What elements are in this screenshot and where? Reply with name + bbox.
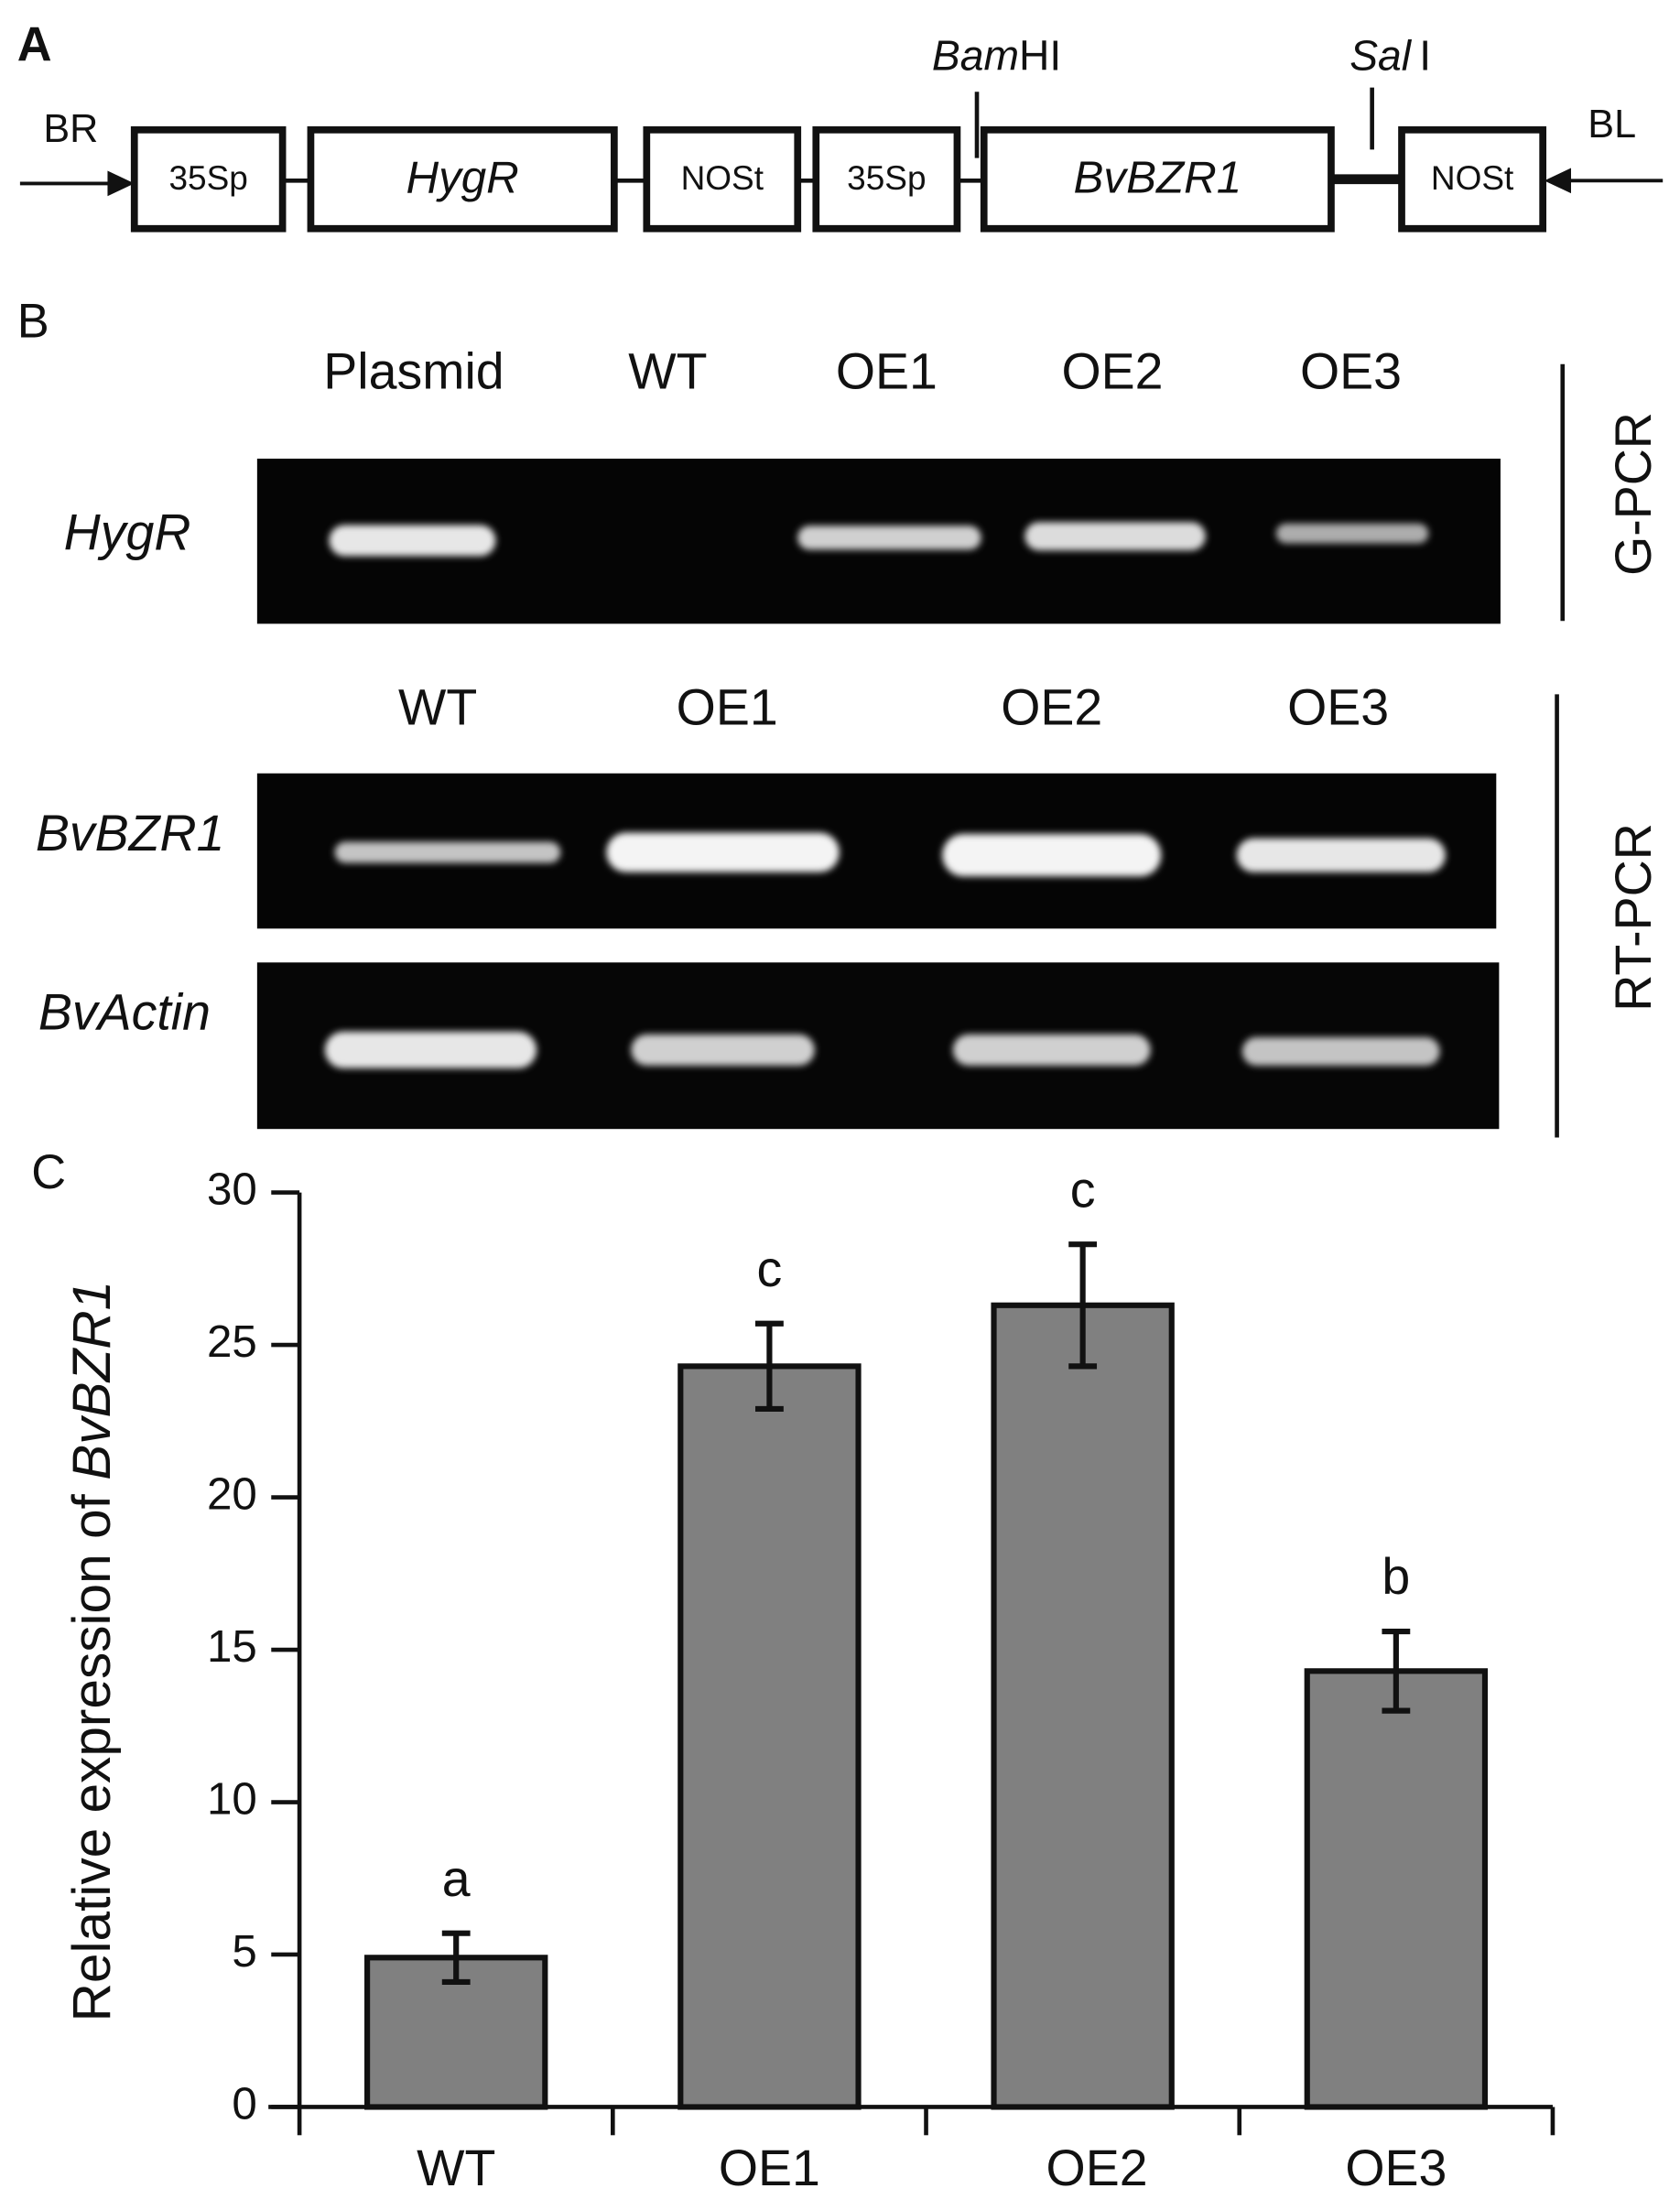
y-tick-label: 30 — [207, 1165, 257, 1215]
gel-band — [797, 525, 981, 550]
primer-label: BR — [43, 107, 98, 151]
lane-label: OE3 — [1287, 679, 1389, 736]
vector-element — [307, 125, 618, 233]
site-label: BamHI — [932, 32, 1061, 80]
bar — [1304, 1668, 1489, 2110]
site-plain: I — [1419, 32, 1431, 80]
gel-band — [324, 1031, 537, 1068]
site-italic: Sal — [1349, 32, 1413, 80]
y-tick-label: 25 — [207, 1316, 257, 1367]
x-tick-label: OE3 — [1345, 2140, 1447, 2196]
vector-element — [812, 125, 961, 233]
lane-label: Plasmid — [323, 343, 504, 400]
side-label: G-PCR — [1605, 412, 1662, 576]
bar — [991, 1302, 1175, 2110]
panel-a: A BR BL 35Sp HygR NOSt 35Sp BvBZR1 NOSt BamHI Sal I — [17, 18, 1664, 233]
lane-label: OE2 — [1001, 679, 1102, 736]
gene-label: BvActin — [38, 984, 211, 1041]
panel-label: C — [31, 1146, 66, 1199]
y-tick-label: 0 — [232, 2079, 256, 2129]
gel-band — [606, 832, 840, 872]
vector-element — [130, 125, 287, 233]
lane-label: WT — [628, 343, 707, 400]
gel-band — [329, 525, 496, 557]
gel-band — [1241, 1037, 1440, 1066]
x-tick-label: OE2 — [1046, 2140, 1148, 2196]
error-bar — [1382, 1628, 1411, 1714]
significance-letter: c — [757, 1240, 783, 1297]
panel-c: C Relative expression of BvBZR1 0 5 10 15 20 25 3… — [31, 1146, 1555, 2196]
element-label: NOSt — [1431, 159, 1513, 197]
site-label: Sal I — [1349, 32, 1431, 80]
vector-element — [980, 125, 1335, 233]
y-axis-label-gene: BvBZR1 — [63, 1281, 123, 1480]
significance-letter: a — [442, 1850, 471, 1907]
gel-band — [1275, 523, 1429, 544]
panel-label: A — [17, 18, 52, 71]
element-label: HygR — [406, 152, 518, 202]
lane-label: OE1 — [836, 343, 938, 400]
y-axis-label-text: Relative expression of — [63, 1493, 123, 2021]
side-label: RT-PCR — [1605, 823, 1662, 1012]
x-tick-label: WT — [417, 2140, 495, 2196]
bar — [677, 1363, 862, 2110]
arrow-head — [107, 170, 135, 197]
element-label: NOSt — [681, 159, 764, 197]
x-tick-label: OE1 — [719, 2140, 820, 2196]
element-label: 35Sp — [168, 159, 247, 197]
gel-band — [631, 1034, 815, 1066]
site-italic: Bam — [932, 32, 1019, 80]
element-label: 35Sp — [847, 159, 926, 197]
lane-label: OE1 — [677, 679, 778, 736]
y-tick-label: 5 — [232, 1926, 256, 1977]
gel-band — [952, 1034, 1151, 1066]
lane-label: OE3 — [1300, 343, 1402, 400]
gel-band — [1236, 838, 1446, 872]
panel-b: B Plasmid WT OE1 OE2 OE3 HygR G-PCR WT OE1 OE2 OE3 B… — [17, 295, 1662, 1138]
primer-label: BL — [1588, 103, 1636, 146]
gene-label: HygR — [64, 504, 191, 560]
lane-label: WT — [398, 679, 477, 736]
gel-band — [942, 834, 1162, 877]
gene-label: BvBZR1 — [36, 805, 225, 861]
y-tick-label: 15 — [207, 1621, 257, 1672]
gel-band — [1024, 522, 1206, 551]
y-axis-label: Relative expression of BvBZR1 — [63, 1281, 123, 2022]
significance-letter: c — [1070, 1161, 1096, 1218]
site-plain: HI — [1019, 32, 1061, 80]
error-bar — [755, 1320, 784, 1413]
element-label: BvBZR1 — [1074, 152, 1242, 202]
lane-label: OE2 — [1061, 343, 1163, 400]
error-bar — [441, 1930, 471, 1986]
error-bar — [1068, 1241, 1098, 1370]
panel-label: B — [17, 295, 49, 348]
vector-element — [643, 125, 802, 233]
y-tick-label: 10 — [207, 1774, 257, 1825]
significance-letter: b — [1382, 1548, 1410, 1605]
arrow-head — [1544, 168, 1572, 194]
vector-element — [1398, 125, 1547, 233]
y-tick-label: 20 — [207, 1469, 257, 1520]
gel-band — [334, 841, 561, 863]
